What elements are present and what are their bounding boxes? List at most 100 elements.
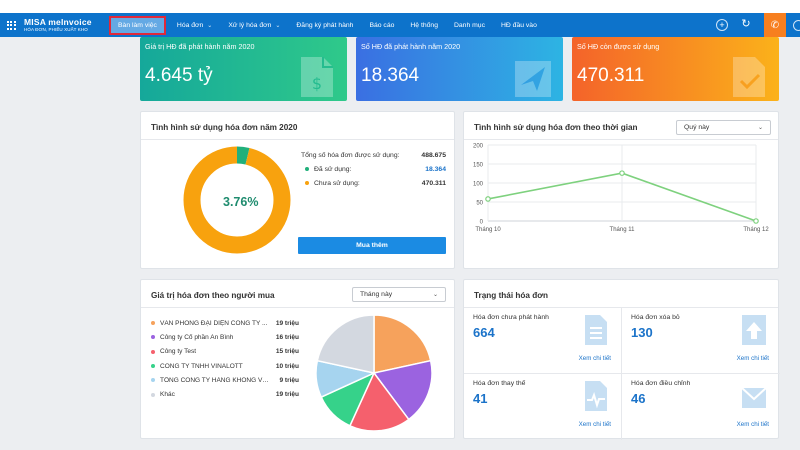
buyer-name: CÔNG TY TNHH VINALOTT (160, 362, 243, 370)
upload-arrow-icon (742, 315, 766, 345)
nav-item-label: Đăng ký phát hành (296, 21, 354, 29)
period-dropdown[interactable]: Quý này ⌄ (676, 120, 771, 135)
invoice-status-panel: Trạng thái hóa đơn Hóa đơn chưa phát hàn… (463, 279, 780, 440)
view-detail-link[interactable]: Xem chi tiết (736, 421, 769, 428)
buyer-legend-row: Công ty Cổ phần An Bình 16 triệu (151, 330, 299, 344)
total-value: 488.675 (421, 151, 446, 159)
y-tick-label: 200 (473, 144, 484, 150)
x-tick-label: Tháng 12 (743, 227, 769, 233)
buyer-name: Khác (160, 391, 175, 399)
usage-stats: Tổng số hóa đơn được sử dụng: 488.675 Đã… (301, 148, 446, 190)
unused-legend-dot (305, 181, 309, 185)
buyer-period-dropdown[interactable]: Tháng này ⌄ (352, 287, 446, 302)
phone-icon[interactable]: ✆ (764, 13, 786, 37)
nav-item-label: HĐ đầu vào (500, 21, 537, 29)
x-tick-label: Tháng 11 (610, 227, 636, 233)
refresh-icon[interactable]: ↻ (741, 18, 751, 30)
buyer-amount: 19 triệu (275, 391, 299, 399)
buyer-legend-row: VĂN PHÒNG ĐẠI DIỆN CÔNG TY ... 19 triệu (151, 316, 299, 330)
nav-item-1[interactable]: Hóa đơn ⌄ (169, 13, 220, 37)
legend-dot (151, 349, 155, 354)
total-label: Tổng số hóa đơn được sử dụng: (301, 151, 400, 159)
buyer-name: Công ty Cổ phần An Bình (160, 333, 234, 341)
view-detail-link[interactable]: Xem chi tiết (578, 355, 611, 362)
brand-logo[interactable]: MISA meInvoice HÓA ĐƠN, PHIẾU XUẤT KHO (22, 18, 100, 32)
chevron-down-icon: ⌄ (207, 22, 213, 29)
unused-label: Chưa sử dụng: (314, 179, 360, 187)
pie-slice-1[interactable] (372, 359, 433, 421)
buyer-name: TỔNG CÔNG TY HÀNG KHÔNG VIỆ... (160, 376, 269, 384)
pie-slice-5[interactable] (316, 314, 375, 374)
used-legend-dot (305, 167, 309, 171)
stat-card-remaining[interactable]: Số HĐ còn được sử dụng 470.311 (572, 37, 779, 101)
usage-donut-chart (183, 146, 291, 254)
donut-slice-1 (183, 146, 291, 254)
buyer-pie-chart (315, 314, 433, 432)
buyer-amount: 19 triệu (275, 319, 299, 327)
stat-card-issued-value[interactable]: Giá trị HĐ đã phát hành năm 2020 4.645 t… (140, 37, 347, 101)
legend-dot (151, 321, 155, 326)
status-count: 46 (631, 391, 646, 406)
buyer-value-panel: Giá trị hóa đơn theo người mua Tháng này… (140, 279, 455, 439)
buyer-period-selected: Tháng này (360, 291, 393, 298)
usage-total-row: Tổng số hóa đơn được sử dụng: 488.675 (301, 148, 446, 162)
plus-circle-icon[interactable]: + (716, 19, 728, 31)
status-label: Hóa đơn thay thế (473, 380, 526, 387)
data-point[interactable] (485, 196, 491, 202)
legend-dot (151, 335, 155, 340)
usage-line-chart: 0 50 100 150 200 Tháng 10 Tháng 11 Tháng 12 (473, 144, 769, 234)
stat-label: Giá trị HĐ đã phát hành năm 2020 (145, 42, 255, 51)
top-navigation: MISA meInvoice HÓA ĐƠN, PHIẾU XUẤT KHO B… (0, 13, 800, 37)
unused-value: 470.311 (421, 179, 446, 187)
nav-item-0[interactable]: Bàn làm việc (109, 15, 166, 35)
data-point[interactable] (619, 170, 625, 176)
nav-item-7[interactable]: HĐ đầu vào (493, 13, 545, 37)
panel-title: Tình hình sử dụng hóa đơn năm 2020 (151, 123, 298, 132)
status-count: 664 (473, 325, 495, 340)
stat-card-issued-count[interactable]: Số HĐ đã phát hành năm 2020 18.364 (356, 37, 563, 101)
main-menu: Bàn làm việc Hóa đơn ⌄ Xử lý hóa đơn ⌄ Đăng k… (106, 13, 545, 37)
pie-slice-0[interactable] (373, 314, 432, 374)
x-tick-label: Tháng 10 (475, 227, 501, 233)
nav-item-5[interactable]: Hệ thống (402, 13, 446, 37)
buyer-amount: 9 triệu (279, 376, 299, 384)
buyer-amount: 16 triệu (275, 333, 299, 341)
chevron-down-icon: ⌄ (432, 292, 438, 298)
used-label: Đã sử dụng: (314, 165, 352, 173)
document-lines-icon (585, 315, 607, 345)
panel-title: Giá trị hóa đơn theo người mua (151, 291, 275, 300)
nav-item-2[interactable]: Xử lý hóa đơn ⌄ (220, 13, 288, 37)
nav-item-label: Bàn làm việc (118, 21, 157, 29)
chevron-down-icon: ⌄ (275, 22, 281, 29)
view-detail-link[interactable]: Xem chi tiết (736, 355, 769, 362)
buyer-name: Công ty Test (160, 348, 197, 356)
legend-dot (151, 378, 155, 383)
apps-grid-icon[interactable] (0, 13, 22, 37)
y-tick-label: 0 (480, 220, 484, 226)
clock-icon[interactable] (786, 13, 800, 37)
buyer-legend-row: Khác 19 triệu (151, 387, 299, 401)
data-point[interactable] (753, 218, 759, 224)
nav-item-label: Hệ thống (410, 21, 438, 29)
nav-item-6[interactable]: Danh mục (446, 13, 493, 37)
legend-dot (151, 364, 155, 369)
svg-text:$: $ (312, 74, 322, 93)
invoice-money-icon: $ (301, 57, 333, 97)
stat-label: Số HĐ còn được sử dụng (577, 42, 660, 51)
stat-value: 4.645 tỷ (145, 65, 213, 86)
nav-item-label: Xử lý hóa đơn (228, 21, 272, 29)
view-detail-link[interactable]: Xem chi tiết (578, 421, 611, 428)
status-card-3: Hóa đơn điều chỉnh 46 Xem chi tiết (622, 374, 779, 439)
nav-right-tools: + ↻ ✆ (716, 13, 800, 37)
status-card-2: Hóa đơn thay thế 41 Xem chi tiết (464, 374, 621, 439)
nav-item-4[interactable]: Báo cáo (361, 13, 402, 37)
pie-slice-2[interactable] (348, 371, 410, 432)
buy-more-button[interactable]: Mua thêm (298, 237, 446, 254)
status-label: Hóa đơn xóa bỏ (631, 314, 680, 321)
status-label: Hóa đơn điều chỉnh (631, 380, 691, 387)
nav-item-3[interactable]: Đăng ký phát hành (288, 13, 361, 37)
y-tick-label: 100 (473, 182, 484, 188)
buyer-legend-row: CÔNG TY TNHH VINALOTT 10 triệu (151, 359, 299, 373)
time-usage-panel: Tình hình sử dụng hóa đơn theo thời gian… (463, 111, 779, 269)
usage-percent: 3.76% (223, 195, 259, 209)
